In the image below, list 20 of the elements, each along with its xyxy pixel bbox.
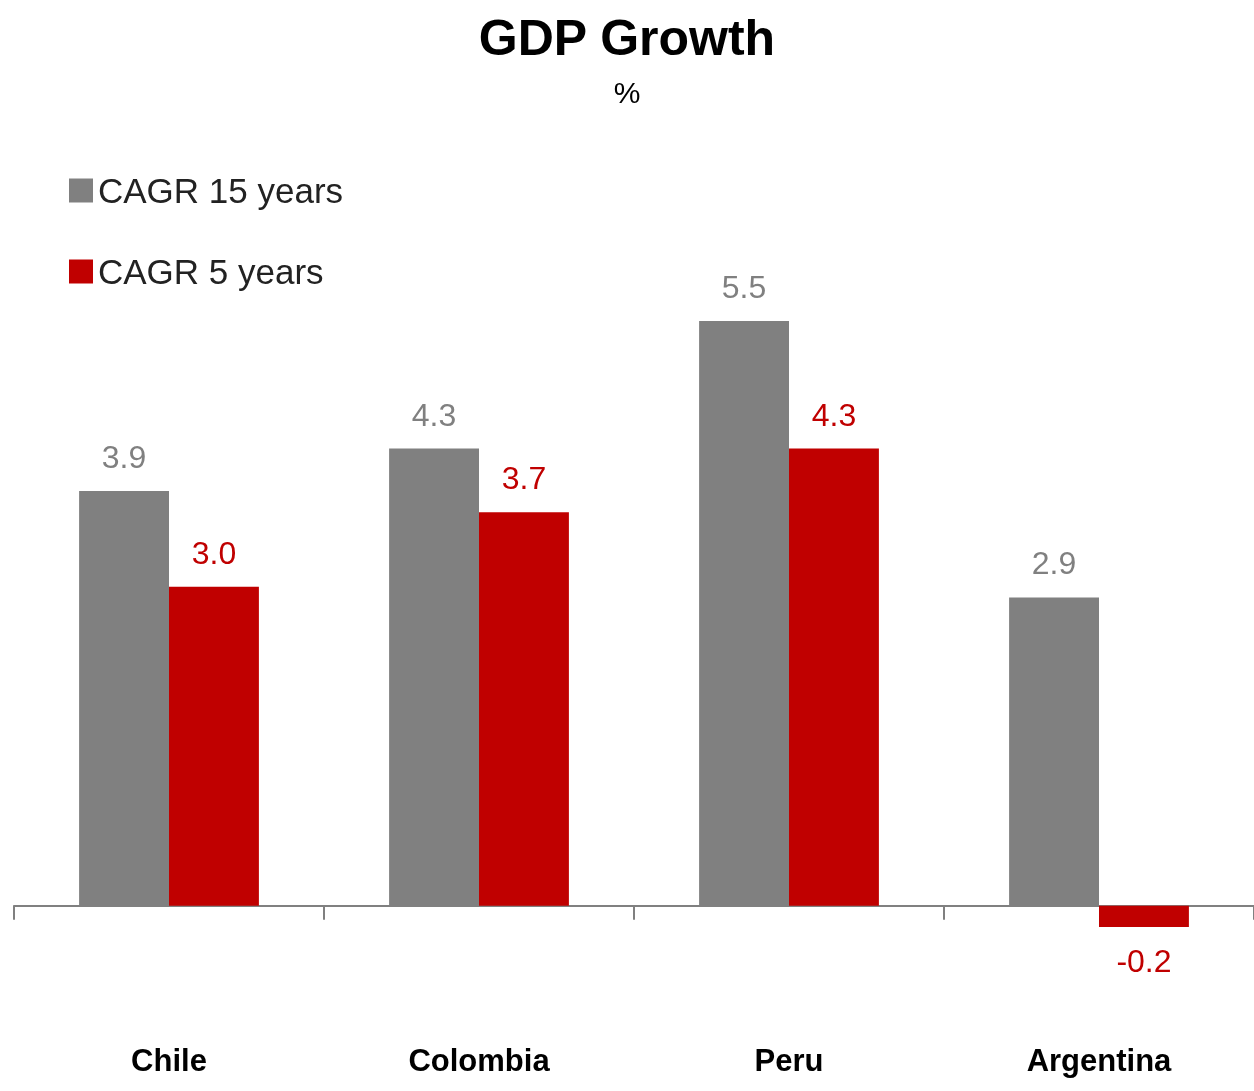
- legend-label: CAGR 15 years: [98, 171, 344, 210]
- chart-title: GDP Growth: [478, 10, 776, 66]
- data-label: 4.3: [411, 396, 457, 433]
- bar: [479, 512, 569, 906]
- legend-label: CAGR 5 years: [98, 252, 324, 291]
- data-label: -0.2: [1116, 943, 1172, 979]
- chart-subtitle: %: [613, 75, 641, 109]
- data-label: 3.7: [501, 460, 547, 497]
- x-tick-label: Peru: [754, 1043, 824, 1078]
- bar: [789, 448, 879, 906]
- data-label: 2.9: [1031, 545, 1077, 582]
- bar: [169, 586, 259, 906]
- bar: [1099, 905, 1189, 927]
- data-label: 5.5: [721, 269, 767, 305]
- x-tick-label: Argentina: [1026, 1043, 1173, 1078]
- data-label: 3.0: [191, 534, 237, 571]
- x-tick-label: Colombia: [408, 1043, 551, 1078]
- x-tick-label: Chile: [131, 1043, 207, 1078]
- data-label: 3.9: [101, 439, 147, 476]
- data-label: 4.3: [811, 396, 857, 433]
